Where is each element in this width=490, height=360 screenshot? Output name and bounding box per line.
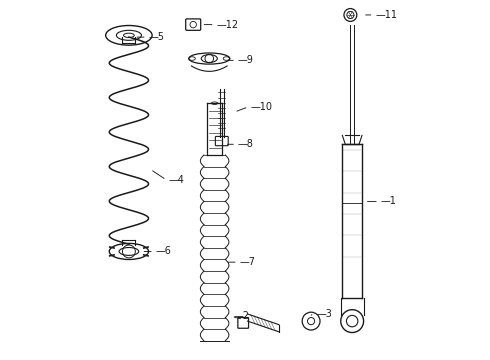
Text: —6: —6 (156, 247, 171, 256)
Text: —2: —2 (233, 311, 249, 321)
Text: —11: —11 (375, 10, 397, 20)
Text: —8: —8 (238, 139, 254, 149)
Text: —7: —7 (240, 257, 256, 267)
Text: —5: —5 (148, 32, 165, 42)
Text: —10: —10 (250, 102, 272, 112)
Text: —3: —3 (317, 309, 332, 319)
Text: —4: —4 (168, 175, 184, 185)
Text: —1: —1 (381, 197, 396, 206)
Text: —12: —12 (217, 19, 239, 30)
Text: —9: —9 (238, 55, 254, 65)
